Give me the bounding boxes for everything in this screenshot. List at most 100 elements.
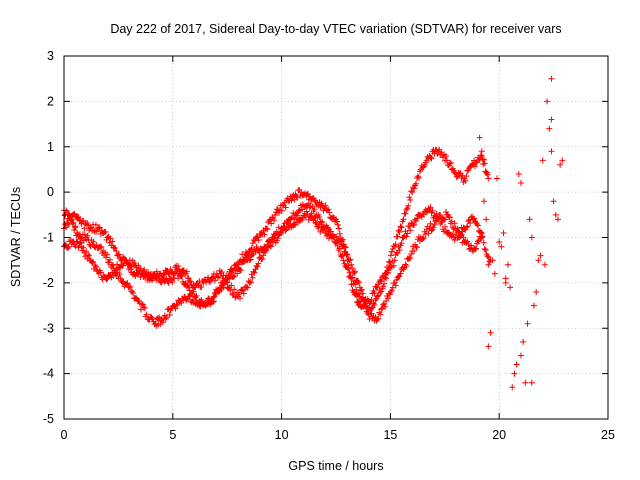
data-point [535, 257, 542, 264]
data-point [187, 278, 194, 285]
data-point [74, 214, 81, 221]
y-tick-label: -2 [43, 276, 54, 290]
data-point [149, 275, 156, 282]
y-tick-label: -4 [43, 367, 54, 381]
data-point [185, 275, 192, 282]
data-point [485, 175, 492, 182]
data-point [402, 210, 409, 217]
data-point [480, 161, 487, 168]
data-point [77, 239, 84, 246]
data-point [473, 221, 480, 228]
data-point [137, 265, 144, 272]
data-point [398, 240, 405, 247]
data-point [385, 258, 392, 265]
data-point [312, 219, 319, 226]
data-point [228, 282, 235, 289]
data-point [348, 261, 355, 268]
data-point [232, 294, 239, 301]
data-point [102, 228, 109, 235]
data-point [411, 185, 418, 192]
data-point [489, 257, 496, 264]
data-point [80, 244, 87, 251]
data-point [358, 295, 365, 302]
data-point [161, 271, 168, 278]
data-point [402, 261, 409, 268]
data-point [250, 251, 257, 258]
data-point [198, 284, 205, 291]
data-point [305, 216, 312, 223]
data-point [123, 280, 130, 287]
data-point [498, 243, 505, 250]
data-point [351, 270, 358, 277]
data-point [446, 160, 453, 167]
data-point [248, 245, 255, 252]
data-point [75, 213, 82, 220]
data-point [256, 249, 263, 256]
data-point [81, 231, 88, 238]
data-point [98, 244, 105, 251]
data-point [406, 194, 413, 201]
data-point [548, 116, 555, 123]
data-point [259, 255, 266, 262]
data-point [511, 370, 518, 377]
data-point [419, 235, 426, 242]
data-point [451, 169, 458, 176]
points-layer [61, 75, 566, 391]
data-point [539, 157, 546, 164]
data-point [405, 202, 412, 209]
data-point [332, 239, 339, 246]
data-point [481, 245, 488, 252]
data-point [480, 198, 487, 205]
data-point [90, 227, 97, 234]
data-point [249, 274, 256, 281]
data-point [346, 257, 353, 264]
x-tick-label: 0 [61, 428, 68, 442]
data-point [178, 271, 185, 278]
data-point [326, 209, 333, 216]
data-point [395, 227, 402, 234]
data-point [116, 271, 123, 278]
data-point [477, 152, 484, 159]
data-point [420, 234, 427, 241]
data-point [246, 279, 253, 286]
data-point [477, 229, 484, 236]
data-point [494, 175, 501, 182]
data-point [446, 214, 453, 221]
data-point [263, 225, 270, 232]
data-point [70, 219, 77, 226]
data-point [396, 247, 403, 254]
data-point [479, 156, 486, 163]
data-point [517, 180, 524, 187]
data-point [202, 300, 209, 307]
data-point [319, 218, 326, 225]
data-point [336, 237, 343, 244]
data-point [509, 384, 516, 391]
data-point [395, 273, 402, 280]
data-point [378, 288, 385, 295]
data-point [364, 310, 371, 317]
data-point [83, 248, 90, 255]
data-point [263, 247, 270, 254]
data-point [148, 314, 155, 321]
data-point [464, 238, 471, 245]
data-point [427, 204, 434, 211]
data-point [403, 206, 410, 213]
data-point [214, 274, 221, 281]
data-point [559, 157, 566, 164]
data-point [116, 251, 123, 258]
data-point [258, 230, 265, 237]
data-point [358, 286, 365, 293]
data-point [443, 157, 450, 164]
data-point [404, 230, 411, 237]
data-point [429, 207, 436, 214]
data-point [427, 220, 434, 227]
data-point [112, 245, 119, 252]
data-point [313, 220, 320, 227]
data-point [322, 202, 329, 209]
data-point [387, 252, 394, 259]
data-point [377, 311, 384, 318]
data-point [123, 259, 130, 266]
data-point [124, 280, 131, 287]
data-point [548, 75, 555, 82]
data-point [375, 315, 382, 322]
